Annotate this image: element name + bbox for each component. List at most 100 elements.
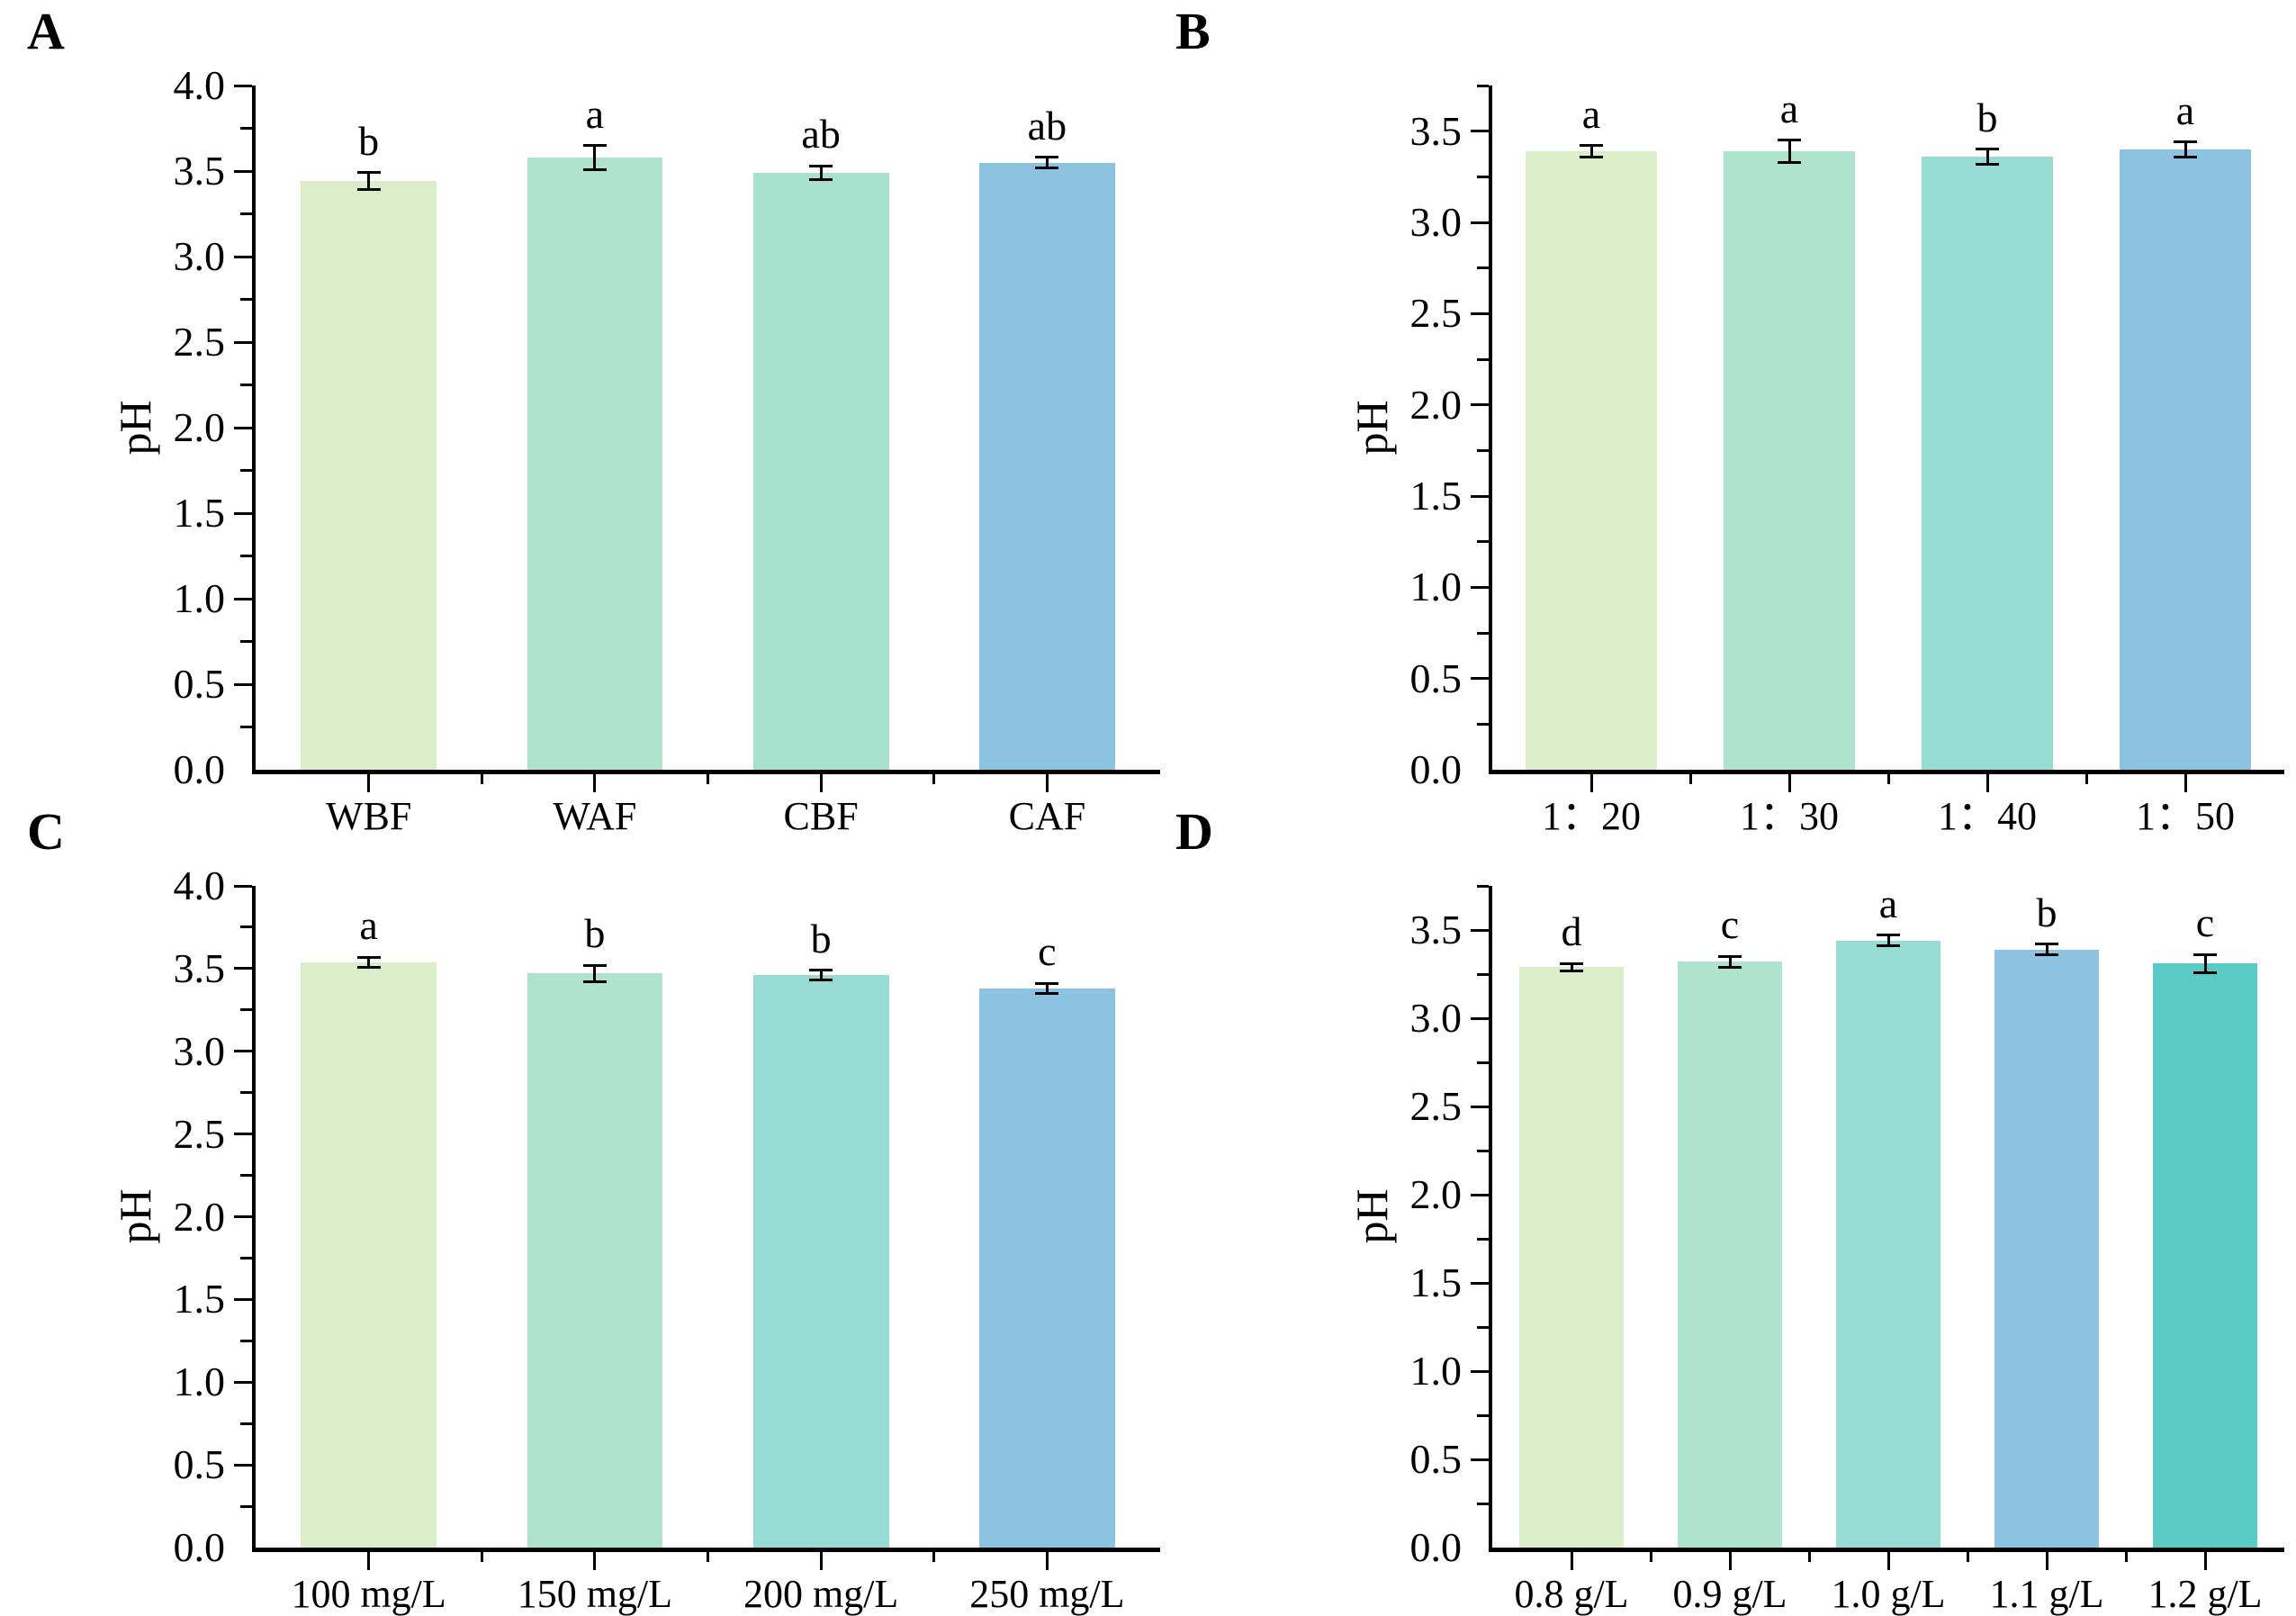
x-minor-tick	[1886, 774, 1890, 784]
error-bar-stem	[593, 145, 597, 170]
y-major-tick	[234, 967, 252, 971]
y-tick-label: 0.0	[173, 1524, 226, 1570]
y-tick-label: 2.0	[1409, 1171, 1463, 1217]
y-minor-tick	[1477, 972, 1489, 976]
x-minor-tick	[707, 1552, 709, 1562]
y-tick-label: 0.0	[1409, 746, 1463, 792]
error-bar-cap-bottom	[582, 980, 607, 984]
y-tick-label: 3.5	[1409, 107, 1463, 154]
x-major-tick	[1886, 1552, 1890, 1570]
error-bar-stem	[2203, 954, 2207, 973]
error-bar-cap-top	[2193, 952, 2217, 956]
y-tick-label: 3.0	[1409, 995, 1463, 1041]
x-major-tick	[1985, 774, 1989, 792]
x-minor-tick	[1649, 1552, 1652, 1562]
y-major-tick	[234, 1297, 252, 1301]
x-tick-label: WBF	[325, 794, 412, 838]
error-bar-stem	[819, 970, 823, 980]
sig-letter: a	[359, 902, 378, 949]
y-tick-label: 0.5	[1409, 655, 1463, 701]
plot-area-c: 0.0 0.5 1.0 1.5 2.0 2.5 3.0 3.5 4.0 100 mg/L a 150 …	[174, 865, 1160, 1614]
y-major-tick	[1471, 585, 1489, 589]
y-major-tick	[234, 169, 252, 173]
y-tick-label: 3.5	[173, 148, 226, 194]
y-tick-label: 2.5	[173, 319, 226, 365]
sig-letter: ab	[1027, 102, 1067, 149]
x-major-tick	[819, 774, 823, 792]
x-tick-label: WAF	[553, 794, 637, 838]
y-major-tick	[234, 1050, 252, 1053]
y-major-tick	[234, 1133, 252, 1136]
x-tick-label: 0.8 g/L	[1514, 1572, 1629, 1616]
error-bar-cap-bottom	[356, 188, 381, 192]
y-minor-tick	[240, 1422, 252, 1425]
bar	[527, 157, 663, 770]
x-tick-label: 1：40	[1938, 794, 2037, 838]
x-major-tick	[1589, 774, 1593, 792]
error-bar-cap-bottom	[809, 979, 833, 982]
x-minor-tick	[932, 1552, 936, 1562]
error-bar-cap-bottom	[1560, 969, 1583, 972]
bar	[1518, 967, 1625, 1548]
error-bar-cap-bottom	[2193, 971, 2217, 974]
y-tick-label: 1.5	[1409, 473, 1463, 519]
error-bar-cap-bottom	[582, 167, 607, 171]
bar	[1724, 150, 1855, 770]
x-tick-label: 1.2 g/L	[2147, 1572, 2263, 1616]
error-bar-cap-top	[1778, 139, 1801, 142]
y-tick-label: 2.0	[173, 1193, 226, 1240]
x-tick-label: 0.9 g/L	[1672, 1572, 1787, 1616]
x-major-tick	[367, 774, 371, 792]
sig-letter: b	[584, 910, 606, 957]
error-bar-cap-bottom	[1976, 162, 1999, 166]
error-bar-stem	[1886, 934, 1890, 946]
error-bar-cap-top	[356, 955, 381, 959]
y-major-tick	[234, 1380, 252, 1384]
y-tick-label: 1.0	[1409, 564, 1463, 610]
sig-letter: c	[2195, 899, 2215, 946]
x-minor-tick	[1966, 1552, 1969, 1562]
y-minor-tick	[240, 469, 252, 472]
panel-d-label: D	[1175, 802, 1213, 861]
y-major-tick	[234, 255, 252, 258]
y-axis-title: pH	[110, 400, 160, 456]
sig-letter: a	[585, 90, 605, 137]
error-bar-cap-top	[1580, 144, 1603, 148]
y-major-tick	[234, 511, 252, 515]
bar	[2120, 149, 2251, 770]
y-minor-tick	[1477, 175, 1489, 178]
y-major-tick	[1471, 677, 1489, 681]
x-major-tick	[2183, 774, 2187, 792]
error-bar-cap-top	[2174, 140, 2197, 144]
plot-area-d: 0.0 0.5 1.0 1.5 2.0 2.5 3.0 3.5 0.8 g/L d 0.9 g/L c…	[1410, 882, 2284, 1614]
y-major-tick	[1471, 494, 1489, 498]
x-major-tick	[1570, 1552, 1573, 1570]
y-minor-tick	[240, 1091, 252, 1095]
sig-letter: ab	[801, 111, 841, 158]
error-bar-stem	[1728, 956, 1732, 968]
y-tick-label: 3.0	[173, 1027, 226, 1074]
bar	[1994, 949, 2100, 1548]
sig-letter: a	[2175, 86, 2195, 133]
panel-b-label: B	[1175, 2, 1211, 60]
y-minor-tick	[240, 1008, 252, 1012]
error-bar-cap-top	[356, 171, 381, 175]
y-minor-tick	[1477, 266, 1489, 270]
y-major-tick	[234, 884, 252, 888]
x-tick-label: 1：20	[1542, 794, 1641, 838]
x-minor-tick	[707, 774, 709, 784]
x-minor-tick	[480, 774, 483, 784]
y-minor-tick	[240, 726, 252, 728]
x-tick-label: 1：30	[1740, 794, 1839, 838]
error-bar-stem	[819, 166, 823, 180]
error-bar-stem	[2045, 943, 2048, 955]
y-axis-title: pH	[110, 1188, 160, 1244]
y-minor-tick	[1477, 1061, 1489, 1064]
y-minor-tick	[240, 127, 252, 130]
y-tick-label: 1.5	[173, 490, 226, 536]
y-tick-label: 4.0	[173, 62, 226, 108]
y-minor-tick	[1477, 357, 1489, 361]
error-bar-cap-bottom	[1877, 944, 1900, 948]
y-minor-tick	[1477, 722, 1489, 726]
bar	[2152, 963, 2258, 1548]
